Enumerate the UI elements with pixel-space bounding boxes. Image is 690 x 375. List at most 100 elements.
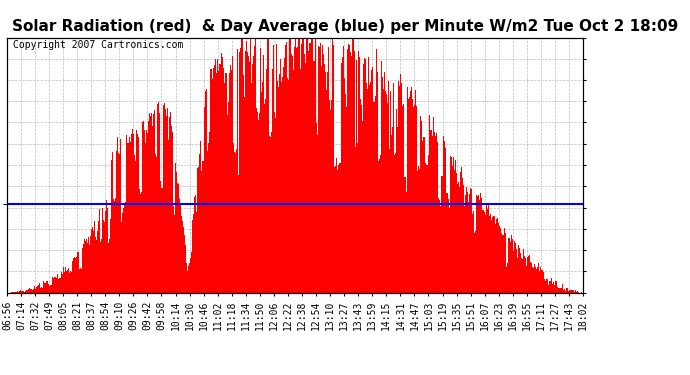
Bar: [213, 85, 215, 292]
Bar: [121, 213, 123, 292]
Bar: [238, 176, 239, 292]
Bar: [380, 155, 381, 292]
Bar: [496, 219, 497, 292]
Bar: [414, 105, 415, 292]
Bar: [164, 103, 165, 292]
Bar: [96, 240, 97, 292]
Bar: [287, 78, 288, 292]
Bar: [473, 211, 474, 292]
Bar: [341, 63, 342, 292]
Bar: [20, 290, 21, 292]
Bar: [76, 257, 77, 292]
Bar: [369, 86, 371, 292]
Bar: [144, 130, 145, 292]
Bar: [567, 288, 568, 292]
Bar: [112, 152, 113, 292]
Bar: [514, 242, 515, 292]
Bar: [565, 291, 566, 292]
Bar: [467, 192, 469, 292]
Bar: [48, 284, 49, 292]
Bar: [193, 214, 194, 292]
Bar: [503, 235, 504, 292]
Bar: [328, 100, 330, 292]
Bar: [476, 195, 477, 292]
Bar: [436, 133, 437, 292]
Bar: [403, 104, 404, 292]
Bar: [132, 129, 133, 292]
Bar: [483, 210, 484, 292]
Bar: [395, 153, 396, 292]
Bar: [529, 255, 530, 292]
Bar: [60, 278, 61, 292]
Bar: [57, 272, 59, 292]
Bar: [555, 281, 557, 292]
Bar: [155, 154, 157, 292]
Bar: [387, 104, 388, 292]
Bar: [41, 287, 42, 292]
Bar: [411, 87, 412, 292]
Bar: [101, 208, 103, 292]
Bar: [366, 83, 367, 292]
Bar: [240, 48, 241, 292]
Bar: [330, 93, 331, 292]
Bar: [307, 39, 308, 292]
Bar: [29, 288, 30, 292]
Bar: [254, 46, 255, 292]
Bar: [91, 229, 92, 292]
Bar: [365, 58, 366, 292]
Bar: [230, 66, 231, 292]
Bar: [554, 285, 555, 292]
Bar: [497, 223, 499, 292]
Bar: [423, 136, 424, 292]
Bar: [267, 38, 268, 292]
Bar: [30, 289, 31, 292]
Bar: [389, 149, 391, 292]
Bar: [175, 163, 176, 292]
Bar: [486, 203, 487, 292]
Bar: [81, 269, 82, 292]
Bar: [188, 266, 189, 292]
Bar: [90, 238, 91, 292]
Bar: [110, 219, 111, 292]
Bar: [202, 161, 203, 292]
Bar: [43, 283, 45, 292]
Bar: [191, 252, 192, 292]
Bar: [413, 107, 414, 292]
Bar: [480, 193, 481, 292]
Bar: [520, 253, 521, 292]
Bar: [216, 73, 217, 292]
Bar: [391, 135, 392, 292]
Bar: [335, 166, 336, 292]
Bar: [262, 82, 263, 292]
Bar: [396, 110, 397, 292]
Bar: [374, 102, 375, 292]
Bar: [550, 281, 551, 292]
Bar: [308, 51, 309, 292]
Bar: [118, 153, 119, 292]
Bar: [392, 127, 393, 292]
Bar: [359, 57, 360, 292]
Bar: [120, 139, 121, 292]
Bar: [94, 221, 95, 292]
Bar: [426, 165, 428, 292]
Bar: [481, 198, 482, 292]
Bar: [177, 183, 178, 292]
Bar: [279, 74, 280, 292]
Bar: [504, 233, 506, 292]
Bar: [130, 142, 131, 292]
Bar: [489, 216, 490, 292]
Bar: [323, 54, 324, 292]
Bar: [502, 235, 503, 292]
Bar: [73, 258, 74, 292]
Bar: [54, 278, 55, 292]
Bar: [557, 284, 558, 292]
Bar: [445, 148, 446, 292]
Bar: [559, 288, 560, 292]
Bar: [314, 61, 315, 292]
Bar: [97, 231, 98, 292]
Bar: [208, 143, 209, 292]
Bar: [210, 69, 211, 292]
Bar: [150, 116, 151, 292]
Bar: [275, 118, 276, 292]
Bar: [511, 238, 513, 292]
